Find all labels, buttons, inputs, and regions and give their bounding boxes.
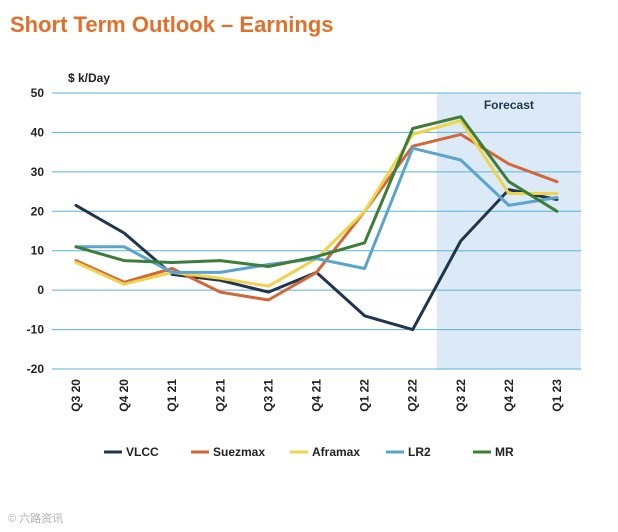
forecast-label: Forecast [484,98,534,112]
series-line-lr2 [74,146,559,274]
legend-label: MR [495,445,514,459]
x-tick-label: Q1 21 [165,379,179,412]
x-tick-label: Q4 21 [310,379,324,412]
y-tick-label: 40 [31,125,45,139]
x-tick-label: Q1 23 [550,379,564,412]
legend-label: LR2 [408,445,431,459]
y-tick-label: -10 [27,323,45,337]
legend-label: Suezmax [213,445,265,459]
forecast-region [436,93,581,369]
y-axis-label: $ k/Day [68,71,110,85]
y-tick-label: 0 [37,283,44,297]
y-tick-label: 10 [31,244,45,258]
x-tick-label: Q2 22 [406,379,420,412]
page-title: Short Term Outlook – Earnings [10,12,334,37]
x-tick-label: Q4 20 [117,379,131,412]
x-tick-label: Q3 20 [69,379,83,412]
legend-label: VLCC [126,445,159,459]
watermark: © 六路资讯 [8,513,64,525]
y-tick-label: 50 [31,86,45,100]
x-tick-label: Q1 22 [358,379,372,412]
x-tick-label: Q3 22 [454,379,468,412]
y-tick-label: 20 [31,204,45,218]
x-tick-label: Q2 21 [213,379,227,412]
series-line-mr [74,115,559,268]
y-tick-label: -20 [27,362,45,376]
legend-label: Aframax [312,445,360,459]
x-tick-label: Q3 21 [261,379,275,412]
x-tick-label: Q4 22 [502,379,516,412]
y-tick-label: 30 [31,165,45,179]
